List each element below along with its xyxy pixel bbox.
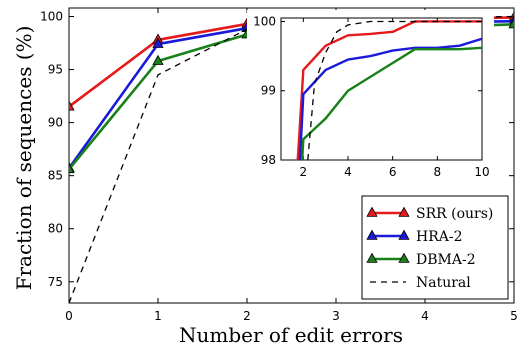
x-tick-label: 3 (332, 309, 340, 323)
x-tick-label: 5 (510, 309, 517, 323)
legend-marker-hra-2 (398, 229, 410, 240)
data-point-dbma-2 (508, 18, 514, 29)
y-tick-label: 95 (48, 63, 63, 77)
y-tick-label: 80 (48, 222, 63, 236)
legend: SRR (ours) HRA-2 DBMA-2 Natural (361, 195, 509, 300)
inset-x-tick-label: 4 (344, 165, 352, 179)
legend-label-hra-2: HRA-2 (416, 229, 463, 245)
y-tick-label: 90 (48, 116, 63, 130)
x-axis-label: Number of edit errors (179, 323, 403, 347)
inset-x-tick-label: 2 (300, 165, 308, 179)
x-tick-label: 4 (421, 309, 429, 323)
inset-y-tick-label: 99 (261, 84, 276, 98)
inset-background (247, 10, 494, 186)
legend-marker-srr-ours (398, 206, 410, 217)
y-tick-label: 100 (40, 9, 63, 23)
main-plot-frame (68, 7, 515, 304)
data-point-dbma-2 (69, 162, 75, 174)
legend-marker-dbma-2 (366, 252, 378, 263)
inset-y-tick-label: 98 (261, 153, 276, 167)
x-tick-label: 0 (65, 309, 73, 323)
inset-x-tick-label: 8 (434, 165, 442, 179)
inset-series-group (296, 20, 482, 160)
x-tick-label: 1 (154, 309, 162, 323)
y-axis-label: Fraction of sequences (%) (12, 26, 36, 291)
data-point-srr-ours (69, 100, 75, 111)
legend-marker-hra-2 (366, 229, 378, 240)
data-point-hra-2 (152, 37, 164, 48)
legend-label-natural: Natural (416, 275, 471, 291)
legend-label-srr-ours: SRR (ours) (416, 206, 493, 222)
y-tick-label: 85 (48, 169, 63, 183)
legend-marker-srr-ours (366, 206, 378, 217)
data-point-dbma-2 (152, 54, 164, 65)
inset-y-tick-label: 100 (253, 14, 276, 28)
inset-series-line-natural (307, 20, 482, 160)
legend-label-dbma-2: DBMA-2 (416, 252, 476, 268)
legend-marker-dbma-2 (398, 252, 410, 263)
inset-plot: 2 4 6 8 10 98 99 100 (247, 10, 494, 186)
x-tick-label: 2 (243, 309, 251, 323)
y-tick-label: 75 (48, 275, 63, 289)
inset-x-tick-label: 10 (474, 165, 489, 179)
inset-x-tick-label: 6 (389, 165, 397, 179)
inset-frame (280, 17, 483, 161)
inset-series-line-dbma-2 (301, 46, 482, 160)
